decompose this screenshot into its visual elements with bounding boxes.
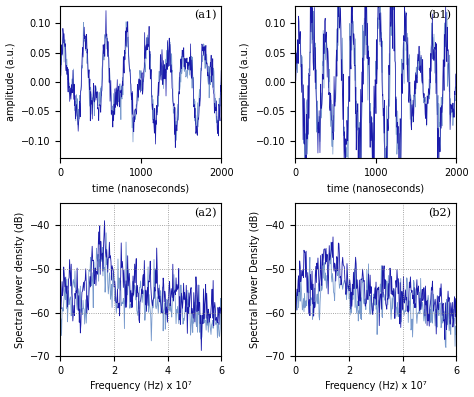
Text: (b2): (b2)	[428, 208, 451, 218]
Text: (a1): (a1)	[194, 10, 217, 21]
Y-axis label: amplitude (a.u.): amplitude (a.u.)	[6, 43, 16, 121]
Text: (a2): (a2)	[194, 208, 217, 218]
Y-axis label: amplitude (a.u.): amplitude (a.u.)	[240, 43, 250, 121]
Text: (b1): (b1)	[428, 10, 451, 21]
Y-axis label: Spectral Power Density (dB): Spectral Power Density (dB)	[250, 211, 260, 348]
Y-axis label: Spectral power density (dB): Spectral power density (dB)	[15, 212, 25, 348]
X-axis label: Frequency (Hz) x 10⁷: Frequency (Hz) x 10⁷	[90, 382, 191, 391]
X-axis label: time (nanoseconds): time (nanoseconds)	[327, 184, 424, 194]
X-axis label: Frequency (Hz) x 10⁷: Frequency (Hz) x 10⁷	[325, 382, 427, 391]
X-axis label: time (nanoseconds): time (nanoseconds)	[92, 184, 190, 194]
